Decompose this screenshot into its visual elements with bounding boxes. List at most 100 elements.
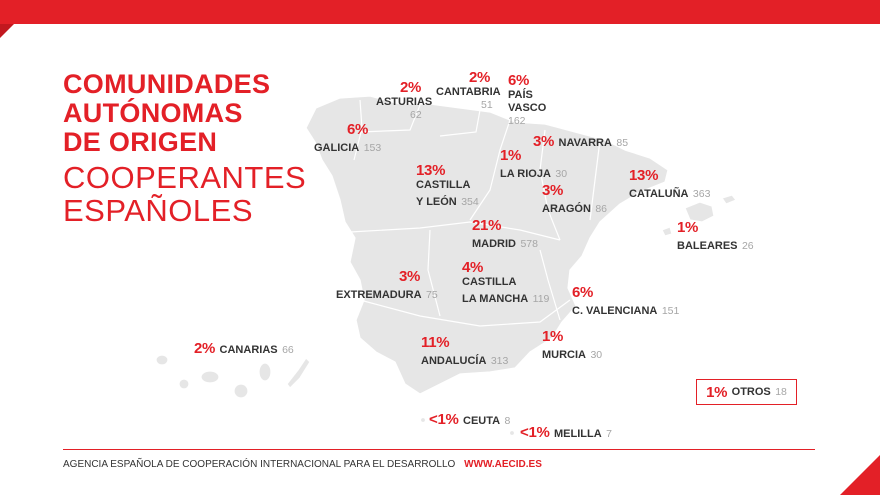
- count-ceuta: 8: [504, 415, 511, 427]
- region-castilla-mancha: 4% CASTILLA LA MANCHA 119: [462, 259, 549, 307]
- region-la-rioja: 1% LA RIOJA 30: [500, 147, 567, 182]
- name-melilla: MELILLA: [554, 428, 602, 440]
- name-castilla-mancha-1: CASTILLA: [462, 276, 517, 288]
- footer-divider: [63, 449, 815, 450]
- border-sur: [359, 299, 571, 327]
- name-la-rioja: LA RIOJA: [500, 168, 551, 180]
- border-norte: [469, 119, 511, 221]
- count-pais-vasco: 162: [508, 115, 526, 127]
- footer-url[interactable]: WWW.AECID.ES: [464, 459, 542, 470]
- count-castilla-leon: 354: [461, 196, 479, 208]
- name-castilla-mancha-2: LA MANCHA: [462, 293, 529, 305]
- pct-madrid: 21%: [472, 217, 502, 234]
- name-aragon: ARAGÓN: [542, 203, 591, 215]
- title-line-2: AUTÓNOMAS: [63, 98, 243, 128]
- region-baleares: 1% BALEARES 26: [677, 219, 754, 254]
- name-otros: OTROS: [731, 385, 771, 398]
- count-canarias: 66: [282, 344, 294, 356]
- region-melilla: <1% MELILLA 7: [520, 424, 612, 442]
- name-canarias: CANARIAS: [219, 344, 278, 356]
- count-murcia: 30: [590, 349, 603, 361]
- pct-castilla-mancha: 4%: [462, 259, 484, 276]
- name-ceuta: CEUTA: [463, 415, 501, 427]
- pct-canarias: 2%: [194, 340, 216, 357]
- subtitle-line-2: ESPAÑOLES: [63, 193, 254, 228]
- ceuta-dot: [419, 416, 427, 424]
- count-aragon: 86: [595, 203, 608, 215]
- pct-galicia: 6%: [347, 121, 369, 138]
- region-andalucia: 11% ANDALUCÍA 313: [421, 334, 508, 369]
- pct-la-rioja: 1%: [500, 147, 522, 164]
- canarias-island-1: [155, 354, 169, 366]
- region-navarra: 3% NAVARRA 85: [533, 133, 628, 151]
- border-asturias: [359, 104, 421, 133]
- name-murcia: MURCIA: [542, 349, 586, 361]
- region-pais-vasco: 6% PAÍS VASCO 162: [508, 72, 546, 128]
- pct-melilla: <1%: [520, 424, 550, 441]
- region-madrid: 21% MADRID 578: [472, 217, 538, 252]
- region-canarias: 2% CANARIAS 66: [194, 340, 294, 358]
- pct-otros: 1%: [706, 383, 728, 401]
- pct-valenciana: 6%: [572, 284, 594, 301]
- subtitle-line-1: COOPERANTES: [63, 160, 307, 195]
- footer-agency: AGENCIA ESPAÑOLA DE COOPERACIÓN INTERNAC…: [63, 459, 456, 470]
- count-otros: 18: [775, 385, 787, 398]
- corner-accent-bottom: [840, 455, 880, 495]
- pct-baleares: 1%: [677, 219, 699, 236]
- region-valenciana: 6% C. VALENCIANA 151: [572, 284, 679, 319]
- count-galicia: 153: [363, 142, 382, 154]
- name-castilla-leon-1: CASTILLA: [416, 179, 471, 191]
- count-navarra: 85: [616, 137, 629, 149]
- count-valenciana: 151: [661, 305, 680, 317]
- mallorca-shape: [684, 201, 715, 223]
- name-valenciana: C. VALENCIANA: [572, 305, 658, 317]
- name-baleares: BALEARES: [677, 240, 738, 252]
- pct-extremadura: 3%: [399, 268, 421, 285]
- region-extremadura: 3% EXTREMADURA 75: [336, 268, 438, 303]
- ibiza-shape: [661, 226, 673, 237]
- count-melilla: 7: [606, 428, 612, 440]
- name-madrid: MADRID: [472, 238, 516, 250]
- region-asturias: 2% ASTURIAS 62: [376, 79, 432, 122]
- count-castilla-mancha: 119: [532, 293, 550, 305]
- name-navarra: NAVARRA: [558, 137, 612, 149]
- pct-pais-vasco: 6%: [508, 72, 530, 89]
- title-line-1: COMUNIDADES: [63, 69, 271, 99]
- pct-castilla-leon: 13%: [416, 162, 446, 179]
- canarias-island-5: [258, 362, 272, 382]
- border-aragon: [539, 129, 561, 241]
- name-pais-vasco-2: VASCO: [508, 102, 547, 114]
- border-cantabria: [439, 109, 481, 137]
- count-baleares: 26: [741, 240, 754, 252]
- title-block: COMUNIDADES AUTÓNOMAS DE ORIGEN COOPERAN…: [63, 69, 307, 228]
- name-pais-vasco-1: PAÍS: [508, 89, 533, 101]
- name-andalucia: ANDALUCÍA: [421, 355, 487, 367]
- region-galicia: 6% GALICIA 153: [314, 121, 381, 156]
- peninsula-shape: [305, 95, 669, 395]
- pct-navarra: 3%: [533, 133, 555, 150]
- canarias-island-4: [233, 383, 249, 399]
- count-la-rioja: 30: [555, 168, 568, 180]
- canarias-island-2: [178, 378, 190, 390]
- region-ceuta: <1% CEUTA 8: [429, 411, 510, 429]
- border-cataluna: [589, 139, 601, 221]
- corner-accent-top: [0, 24, 14, 38]
- pct-murcia: 1%: [542, 328, 564, 345]
- name-cantabria: CANTABRIA: [436, 86, 501, 98]
- border-galicia: [353, 99, 363, 161]
- count-extremadura: 75: [426, 289, 438, 301]
- pct-asturias: 2%: [400, 79, 422, 96]
- pct-cataluna: 13%: [629, 167, 659, 184]
- pct-cantabria: 2%: [469, 69, 491, 86]
- name-asturias: ASTURIAS: [376, 96, 433, 108]
- canarias-island-6: [286, 357, 311, 389]
- region-murcia: 1% MURCIA 30: [542, 328, 602, 363]
- count-andalucia: 313: [490, 355, 509, 367]
- melilla-dot: [508, 429, 516, 437]
- count-cataluna: 363: [692, 188, 711, 200]
- border-centro: [349, 221, 561, 241]
- menorca-shape: [721, 194, 737, 205]
- count-madrid: 578: [520, 238, 538, 250]
- title-line-3: DE ORIGEN: [63, 127, 218, 157]
- pct-aragon: 3%: [542, 182, 564, 199]
